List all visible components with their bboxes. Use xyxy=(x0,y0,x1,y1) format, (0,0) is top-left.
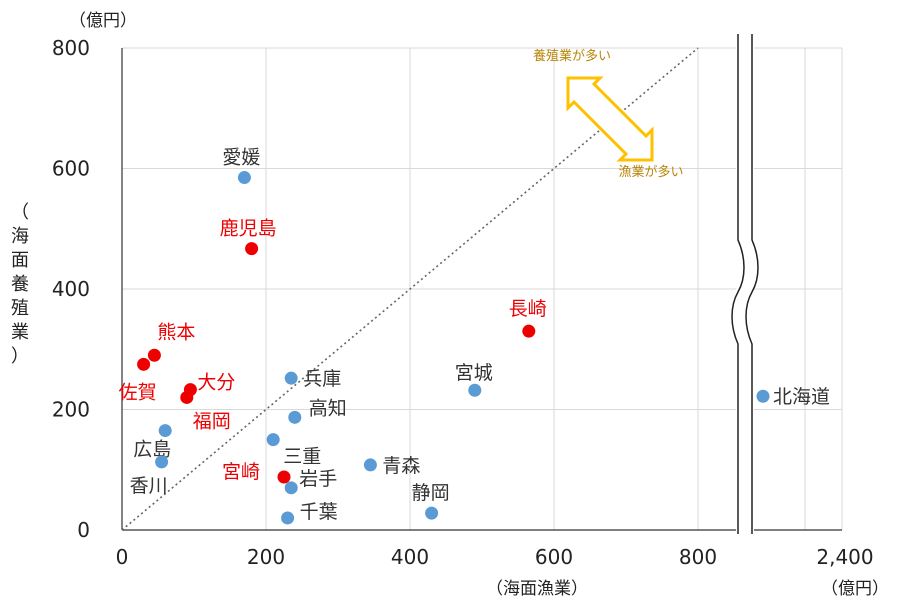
point-label: 宮城 xyxy=(455,362,493,384)
y-axis-title-char: 海 xyxy=(11,226,29,247)
y-axis-title-char: （ xyxy=(11,202,29,223)
data-point xyxy=(237,171,251,185)
data-point xyxy=(363,458,377,472)
data-point xyxy=(277,470,291,484)
point-label: 長崎 xyxy=(509,298,547,320)
y-unit-label: （億円） xyxy=(69,11,137,31)
data-point xyxy=(284,481,298,495)
x-tick-label: 200 xyxy=(247,545,285,569)
x-tick-label: 0 xyxy=(116,545,129,569)
point-label: 三重 xyxy=(283,446,321,468)
break-line-left xyxy=(731,34,745,534)
data-point xyxy=(245,242,259,256)
point-label: 千葉 xyxy=(300,501,338,523)
point-label: 北海道 xyxy=(773,386,830,408)
point-label: 静岡 xyxy=(412,482,450,504)
y-tick-label: 600 xyxy=(52,157,90,181)
point-label: 香川 xyxy=(130,475,168,497)
data-point xyxy=(522,324,536,338)
annotation-lower: 漁業が多い xyxy=(618,164,683,180)
y-axis-title-char: 面 xyxy=(11,250,29,271)
x-axis-title: （海面漁業） xyxy=(486,579,588,599)
data-point xyxy=(425,506,439,520)
y-tick-label: 200 xyxy=(52,398,90,422)
point-label: 愛媛 xyxy=(222,147,260,169)
break-line-right xyxy=(745,34,759,534)
point-label: 広島 xyxy=(133,439,171,461)
data-point xyxy=(137,357,151,371)
y-tick-label: 0 xyxy=(77,518,90,542)
point-label: 宮崎 xyxy=(222,461,260,483)
y-axis-title-char: ） xyxy=(11,346,29,367)
point-label: 岩手 xyxy=(299,468,337,490)
y-axis-title-char: 養 xyxy=(11,274,29,295)
point-label: 熊本 xyxy=(157,321,195,343)
break-gap xyxy=(736,34,754,534)
y-tick-label: 800 xyxy=(52,36,90,60)
data-point xyxy=(180,390,194,404)
point-label: 佐賀 xyxy=(119,381,157,403)
point-label: 福岡 xyxy=(193,410,231,432)
axis-break xyxy=(731,34,759,534)
y-axis-title-char: 殖 xyxy=(11,297,29,319)
x-unit-label: （億円） xyxy=(821,579,889,599)
data-point xyxy=(266,433,280,447)
data-point xyxy=(756,389,770,403)
double-arrow-icon xyxy=(566,76,654,162)
data-point xyxy=(281,511,295,525)
x-tick-label-break: 2,400 xyxy=(816,545,873,569)
x-tick-label: 400 xyxy=(391,545,429,569)
data-point xyxy=(147,348,161,362)
annotation-upper: 養殖業が多い xyxy=(533,48,611,64)
data-point xyxy=(155,455,169,469)
grid xyxy=(122,47,843,530)
point-label: 兵庫 xyxy=(303,368,341,390)
point-label: 高知 xyxy=(309,397,347,419)
data-point xyxy=(288,410,302,424)
data-point xyxy=(468,383,482,397)
y-tick-label: 400 xyxy=(52,277,90,301)
point-label: 鹿児島 xyxy=(220,218,277,240)
point-label: 青森 xyxy=(382,455,420,477)
data-point xyxy=(158,424,172,438)
data-point xyxy=(284,371,298,385)
x-tick-label: 800 xyxy=(679,545,717,569)
y-axis-title-char: 業 xyxy=(11,322,29,343)
point-label: 大分 xyxy=(197,372,235,394)
x-tick-label: 600 xyxy=(535,545,573,569)
